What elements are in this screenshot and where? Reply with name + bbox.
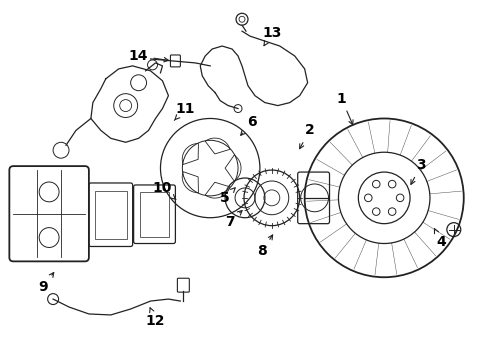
Text: 7: 7 <box>225 211 242 229</box>
Text: 8: 8 <box>257 235 272 258</box>
Text: 9: 9 <box>38 273 54 294</box>
Text: 13: 13 <box>262 26 282 46</box>
Text: 11: 11 <box>174 102 195 120</box>
Text: 2: 2 <box>299 123 315 149</box>
Text: 5: 5 <box>220 188 235 205</box>
Bar <box>140 192 170 237</box>
Text: 6: 6 <box>241 116 257 135</box>
Text: 12: 12 <box>146 308 165 328</box>
Text: 10: 10 <box>153 181 176 199</box>
Text: 1: 1 <box>337 92 353 125</box>
Text: 3: 3 <box>411 158 426 184</box>
Text: 4: 4 <box>435 229 446 248</box>
Text: 14: 14 <box>129 49 169 63</box>
Bar <box>95 191 127 239</box>
